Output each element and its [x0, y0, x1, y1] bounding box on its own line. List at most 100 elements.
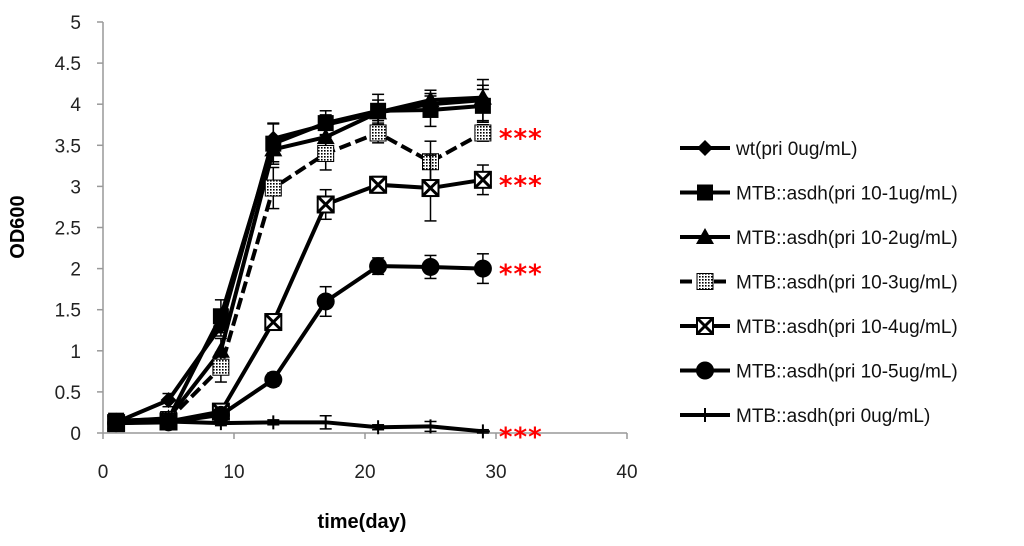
diamond-shape [160, 392, 177, 409]
dotted-square-shape [317, 145, 335, 163]
data-point [421, 178, 440, 198]
y-tick-label: 3 [70, 177, 81, 198]
tick-labels: 0 0.5 1 1.5 2 2.5 3 3.5 4 4.5 5 0 10 20 30 40 [55, 13, 638, 483]
data-point [316, 195, 335, 214]
data-point [473, 259, 492, 278]
dotted-square-shape [369, 124, 387, 142]
circle-shape [421, 257, 440, 276]
legend-label: MTB::asdh(pri 10-5ug/mL) [736, 362, 958, 383]
data-point [109, 416, 124, 431]
legend-label: MTB::asdh(pri 10-3ug/mL) [736, 273, 958, 294]
significance-stars: *** [499, 124, 543, 154]
y-tick-label: 2.5 [55, 219, 81, 240]
y-tick-label: 0.5 [55, 383, 81, 404]
significance-stars: *** [499, 260, 543, 290]
data-point [474, 124, 492, 142]
triangle-shape [473, 88, 492, 105]
series-4 [107, 122, 492, 432]
triangle-shape [264, 140, 283, 157]
triangle-shape [696, 228, 714, 244]
plus-shape [266, 415, 281, 430]
legend-label: MTB::asdh(pri 0ug/mL) [736, 406, 930, 427]
x-square-cross [695, 316, 715, 336]
y-tick-label: 4.5 [55, 54, 81, 75]
series-line [116, 103, 484, 423]
dotted-square-shape [212, 358, 230, 376]
legend-marker [696, 228, 714, 244]
series-layer [107, 78, 492, 439]
legend-item: MTB::asdh(pri 10-3ug/mL) [680, 273, 958, 294]
y-tick-label: 3.5 [55, 136, 81, 157]
x-tick-label: 0 [98, 462, 109, 483]
legend-item: MTB::asdh(pri 10-5ug/mL) [680, 361, 958, 383]
circle-shape [369, 257, 388, 276]
x-square-cross [369, 175, 388, 194]
data-point [317, 115, 334, 132]
plus-shape [161, 414, 176, 429]
plus-shape [423, 419, 438, 434]
data-point [161, 414, 176, 429]
legend-label: MTB::asdh(pri 10-1ug/mL) [736, 184, 958, 205]
y-tick-label: 1 [70, 342, 81, 363]
data-point [318, 415, 333, 430]
data-point [212, 308, 229, 325]
circle-shape [264, 370, 283, 389]
x-square-cross [264, 312, 283, 332]
axes [102, 22, 627, 434]
legend-item: MTB::asdh(pri 10-2ug/mL) [680, 228, 958, 249]
data-point [212, 358, 230, 376]
legend-marker [695, 316, 715, 336]
legend-item: MTB::asdh(pri 10-4ug/mL) [680, 316, 958, 338]
x-tick-label: 10 [223, 462, 244, 483]
legend-marker [698, 408, 712, 422]
triangle-shape [369, 103, 388, 120]
circle-shape [211, 405, 230, 424]
diamond-shape [697, 140, 713, 156]
data-point [264, 312, 283, 332]
data-point [316, 128, 335, 145]
square-shape [212, 308, 229, 325]
data-point [264, 370, 283, 389]
series-3 [107, 84, 492, 429]
data-point [369, 124, 387, 142]
legend-marker [697, 184, 713, 201]
data-point [369, 175, 388, 194]
circle-shape [473, 259, 492, 278]
y-tick-label: 5 [70, 13, 81, 34]
x-tick-label: 40 [616, 462, 637, 483]
circle-shape [316, 292, 335, 311]
plus-shape [698, 408, 712, 422]
series-line [115, 95, 483, 424]
triangle-shape [316, 128, 335, 145]
significance-stars: *** [499, 422, 543, 452]
dotted-square-shape [474, 124, 492, 142]
legend-marker [696, 273, 714, 290]
series-7 [109, 414, 490, 439]
square-shape [317, 115, 334, 132]
x-tick-label: 20 [354, 462, 375, 483]
legend-label: MTB::asdh(pri 10-2ug/mL) [736, 228, 958, 249]
legend-item: MTB::asdh(pri 0ug/mL) [680, 406, 930, 427]
y-tick-label: 0 [70, 424, 81, 445]
plus-shape [109, 416, 124, 431]
y-axis-title: OD600 [7, 195, 29, 258]
data-point [264, 140, 283, 157]
x-tick-label: 30 [485, 462, 506, 483]
data-point [317, 145, 335, 163]
circle-shape [696, 361, 714, 380]
plus-shape [475, 424, 490, 439]
plus-shape [318, 415, 333, 430]
x-square-cross [473, 170, 492, 189]
data-point [369, 103, 388, 120]
triangle-shape [421, 91, 440, 108]
data-point [316, 292, 335, 311]
plus-shape [213, 416, 228, 431]
data-point [160, 392, 177, 409]
series-5 [107, 154, 492, 433]
legend-item: MTB::asdh(pri 10-1ug/mL) [680, 184, 958, 205]
data-point [211, 405, 230, 424]
dotted-square-shape [264, 179, 282, 197]
y-tick-label: 4 [70, 95, 81, 116]
data-point [423, 419, 438, 434]
y-tick-label: 1.5 [55, 301, 81, 322]
